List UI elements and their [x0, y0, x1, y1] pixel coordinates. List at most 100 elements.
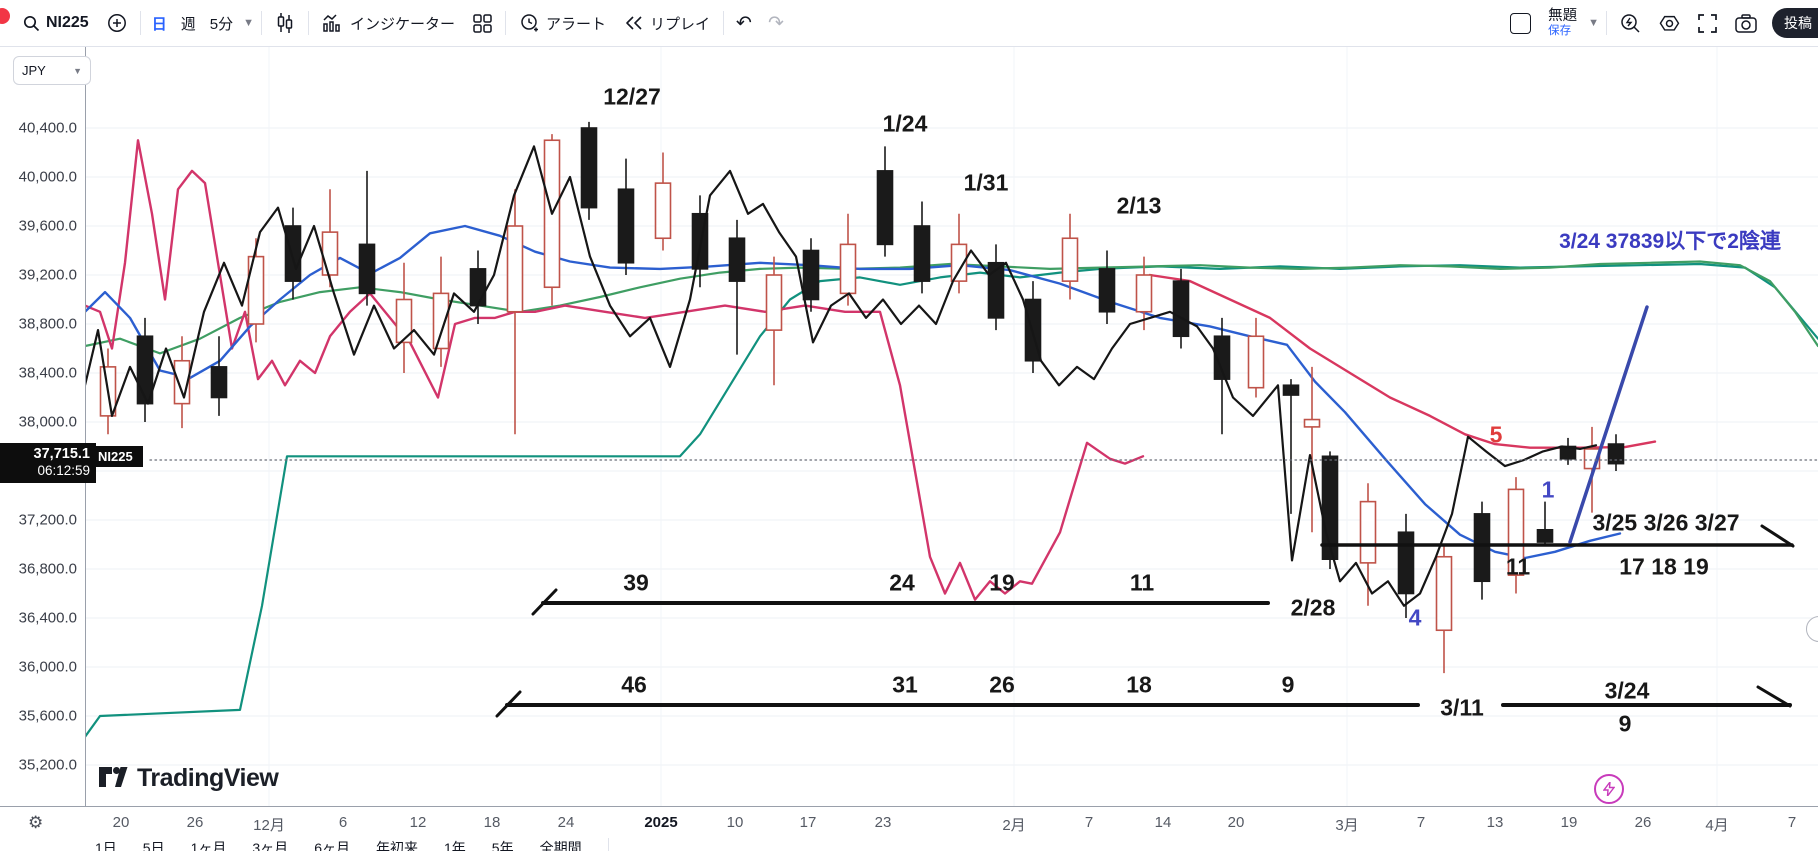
alert-button[interactable]: アラート: [510, 6, 615, 40]
candle-body[interactable]: [506, 225, 524, 313]
candle-body[interactable]: [987, 261, 1005, 319]
price-axis[interactable]: JPY ▼ 40,400.0 40,000.0 39,600.0 39,200.0 38…: [0, 46, 91, 806]
candle-body[interactable]: [395, 298, 413, 344]
support-line-right-arrow[interactable]: [1760, 524, 1795, 548]
candle-body[interactable]: [1061, 237, 1079, 282]
candle-body[interactable]: [1359, 500, 1377, 564]
chart-annotation[interactable]: 3/24 37839以下で2陰連: [1559, 230, 1781, 253]
candle-body[interactable]: [1473, 513, 1491, 583]
candle-body[interactable]: [876, 170, 894, 246]
candle-body[interactable]: [728, 237, 746, 282]
chart-annotation[interactable]: 17 18 19: [1619, 553, 1709, 580]
indicators-button[interactable]: インジケーター: [313, 6, 464, 40]
count-line-lower-arrow[interactable]: [1756, 685, 1792, 708]
quick-search-button[interactable]: [1611, 6, 1650, 40]
symbol-search-button[interactable]: NI225: [14, 6, 98, 40]
publish-button[interactable]: 投稿: [1772, 8, 1818, 38]
chart-annotation[interactable]: 39: [623, 569, 649, 596]
crimson-ma[interactable]: [85, 139, 1145, 601]
candle-body[interactable]: [1247, 335, 1265, 389]
price-line[interactable]: [85, 145, 1598, 607]
blue-ma[interactable]: [85, 224, 1622, 560]
candle-body[interactable]: [580, 127, 598, 209]
chart-annotation[interactable]: 4: [1408, 604, 1422, 631]
range-button[interactable]: 全期間: [539, 840, 582, 851]
interval-day-button[interactable]: 日: [151, 15, 167, 33]
candle-body[interactable]: [802, 249, 820, 301]
chart-annotation[interactable]: 5: [1489, 421, 1503, 448]
range-button[interactable]: 年初来: [375, 840, 418, 851]
chart-annotation[interactable]: 1: [1541, 476, 1555, 503]
time-axis[interactable]: 20 26 12月 6 12 18 24 2025 10 17 23 2月 7 14 20 3月 7 13 19 26…: [0, 806, 1818, 839]
fullscreen-button[interactable]: [1689, 6, 1726, 40]
replay-button[interactable]: リプレイ: [615, 6, 719, 40]
green-ma[interactable]: [85, 260, 1818, 355]
candle-body[interactable]: [136, 335, 154, 405]
candle-body[interactable]: [432, 292, 450, 350]
candle-body[interactable]: [1435, 555, 1453, 632]
candle-body[interactable]: [358, 243, 376, 295]
candle-body[interactable]: [950, 243, 968, 282]
chart-annotation[interactable]: 19: [989, 569, 1015, 596]
candle-body[interactable]: [1607, 443, 1625, 465]
candle-body[interactable]: [839, 243, 857, 295]
candle-body[interactable]: [210, 366, 228, 399]
range-button[interactable]: 1ヶ月: [190, 840, 227, 851]
chart-annotation[interactable]: 11: [1129, 569, 1155, 596]
currency-dropdown[interactable]: JPY ▼: [13, 56, 91, 85]
candle-body[interactable]: [1172, 280, 1190, 338]
candle-body[interactable]: [469, 268, 487, 307]
chart-annotation[interactable]: 2/28: [1290, 594, 1336, 621]
range-button[interactable]: 1年: [443, 840, 466, 851]
chart-annotation[interactable]: 12/27: [603, 83, 661, 110]
candle-body[interactable]: [1397, 531, 1415, 595]
candle-body[interactable]: [765, 274, 783, 331]
chart-annotation[interactable]: 18: [1126, 671, 1152, 698]
tradingview-logo[interactable]: TradingView: [98, 764, 279, 793]
layout-title-block[interactable]: 無題 保存: [1540, 8, 1585, 38]
trend-arrow-up[interactable]: [1568, 305, 1649, 544]
chart-annotation[interactable]: 24: [889, 569, 915, 596]
interval-chevron-down-icon[interactable]: ▼: [243, 17, 254, 29]
chart-annotation[interactable]: 11: [1505, 553, 1531, 580]
chart-annotation[interactable]: 1/31: [963, 169, 1009, 196]
chart-annotation[interactable]: 46: [621, 671, 647, 698]
layout-title[interactable]: 無題: [1548, 8, 1578, 25]
save-link[interactable]: 保存: [1548, 24, 1572, 37]
axis-settings-gear-icon[interactable]: ⚙: [28, 813, 44, 832]
range-button[interactable]: 5日: [142, 840, 165, 851]
chart-annotation[interactable]: 3/11: [1440, 694, 1484, 721]
range-button[interactable]: 1日: [95, 840, 117, 851]
candle-body[interactable]: [1098, 268, 1116, 313]
candle-body[interactable]: [1507, 488, 1525, 576]
redo-button[interactable]: ↷: [767, 12, 784, 34]
hot-list-flash-button[interactable]: [1594, 774, 1624, 804]
layout-grid-button[interactable]: [464, 6, 501, 40]
undo-button[interactable]: ↶: [736, 12, 752, 34]
chart-annotation[interactable]: 1/24: [882, 110, 928, 137]
candle-body[interactable]: [1135, 274, 1153, 313]
candle-body[interactable]: [617, 188, 635, 264]
candle-body[interactable]: [913, 225, 931, 282]
chart-annotation[interactable]: 2/13: [1116, 192, 1162, 219]
candle-body[interactable]: [284, 225, 302, 282]
candle-body[interactable]: [1303, 418, 1321, 428]
candle-body[interactable]: [1282, 384, 1300, 396]
chart-annotation[interactable]: 9: [1618, 710, 1632, 737]
range-button[interactable]: 3ヶ月: [252, 840, 289, 851]
teal-ma[interactable]: [85, 262, 1818, 738]
chart-style-button[interactable]: [266, 6, 304, 40]
chart-annotation[interactable]: 3/24: [1604, 677, 1650, 704]
settings-button[interactable]: [1650, 6, 1689, 40]
count-line-lower-tick[interactable]: [495, 690, 522, 718]
chart-annotation[interactable]: 9: [1281, 671, 1295, 698]
range-button[interactable]: 5年: [491, 840, 514, 851]
layout-select-button[interactable]: [1501, 6, 1540, 40]
candle-body[interactable]: [654, 182, 672, 240]
count-line-upper-tick[interactable]: [531, 588, 558, 616]
candle-body[interactable]: [247, 255, 265, 325]
range-button[interactable]: 6ヶ月: [314, 840, 350, 851]
chart-annotation[interactable]: 26: [989, 671, 1015, 698]
chart-annotation[interactable]: 31: [892, 671, 918, 698]
interval-5min-button[interactable]: 5分: [209, 15, 234, 33]
